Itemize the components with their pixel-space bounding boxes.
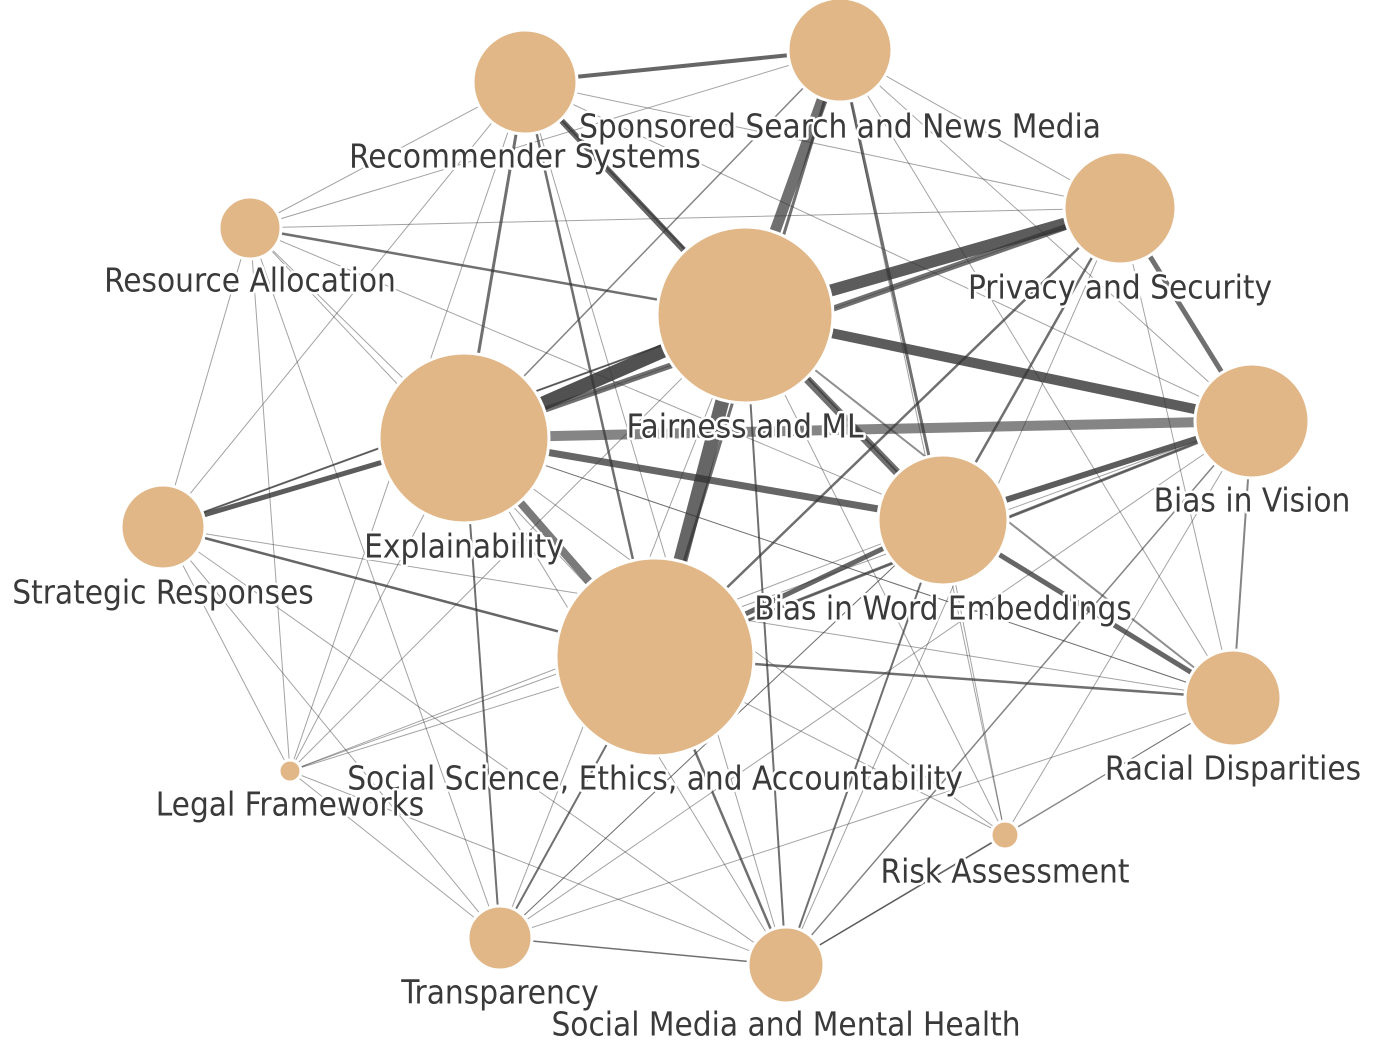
node-fairness [655, 225, 835, 405]
edge-racial-privacy [1119, 207, 1234, 699]
node-socialmedia [746, 925, 826, 1005]
node-circle-explain [377, 351, 551, 525]
edge-legal-socialmedia [289, 770, 787, 966]
node-circle-legal [277, 758, 303, 784]
node-legal [277, 758, 303, 784]
node-explain [377, 351, 551, 525]
node-circle-social [554, 556, 756, 758]
node-label-wordemb: Bias in Word Embeddings [754, 589, 1132, 628]
node-privacy [1062, 150, 1178, 266]
edge-transparency-racial [499, 697, 1234, 939]
edge-sponsored-resource [249, 49, 841, 229]
node-resource [217, 195, 283, 261]
node-circle-resource [217, 195, 283, 261]
edge-racial-explain [463, 437, 1234, 699]
node-circle-sponsored [786, 0, 894, 104]
node-label-privacy: Privacy and Security [968, 268, 1272, 307]
edge-sponsored-vision [839, 49, 1253, 422]
node-racial [1183, 648, 1283, 748]
node-circle-vision [1193, 362, 1311, 480]
node-label-risk: Risk Assessment [880, 852, 1129, 891]
edge-recommender-socialmedia [524, 81, 787, 966]
edge-sponsored-wordemb [838, 48, 945, 522]
node-label-vision: Bias in Vision [1154, 481, 1351, 520]
edge-transparency-vision [499, 420, 1253, 939]
edge-recommender-privacy [524, 81, 1121, 209]
edge-legal-vision [289, 420, 1253, 772]
node-label-sponsored: Sponsored Search and News Media [579, 107, 1101, 146]
edge-racial-sponsored [839, 49, 1234, 699]
node-label-resource: Resource Allocation [104, 261, 396, 300]
node-label-legal: Legal Frameworks [156, 785, 425, 824]
node-label-recommender: Recommender Systems [349, 137, 701, 176]
edge-privacy-socialmedia [785, 207, 1121, 966]
node-label-fairness: Fairness and ML [626, 407, 863, 446]
edge-fairness-socialmedia [744, 314, 787, 966]
node-label-socialmedia: Social Media and Mental Health [551, 1005, 1020, 1044]
edge-resource-legal [249, 227, 291, 772]
edge-vision-socialmedia [785, 420, 1253, 966]
node-circle-recommender [471, 28, 579, 136]
edge-strategic-transparency [162, 526, 501, 939]
node-wordemb [876, 453, 1010, 587]
node-strategic [119, 483, 207, 571]
edge-privacy-resource [249, 207, 1121, 229]
node-label-explain: Explainability [364, 527, 564, 566]
edge-explain-racial [463, 437, 1234, 699]
edge-risk-vision [1004, 420, 1253, 836]
node-label-social: Social Science, Ethics, and Accountabili… [347, 759, 963, 798]
edge-strategic-legal [162, 526, 291, 772]
node-circle-privacy [1062, 150, 1178, 266]
edge-legal-fairness [289, 314, 746, 772]
node-circle-strategic [119, 483, 207, 571]
node-circle-socialmedia [746, 925, 826, 1005]
node-label-transparency: Transparency [400, 973, 598, 1012]
nodes-layer [119, 0, 1311, 1005]
edge-privacy-social [653, 206, 1122, 659]
edge-resource-transparency [249, 227, 501, 939]
node-label-strategic: Strategic Responses [12, 573, 314, 612]
edge-socialmedia-transparency [499, 937, 787, 966]
edge-recommender-vision [524, 81, 1253, 422]
edge-resource-strategic [162, 227, 251, 528]
edge-risk-sponsored [839, 49, 1006, 836]
node-risk [989, 819, 1021, 851]
edge-strategic-socialmedia [162, 526, 787, 966]
node-social [554, 556, 756, 758]
node-circle-racial [1183, 648, 1283, 748]
node-circle-wordemb [876, 453, 1010, 587]
node-recommender [471, 28, 579, 136]
edge-sponsored-explain [463, 49, 841, 439]
edge-socialmedia-risk [785, 834, 1006, 966]
node-circle-transparency [466, 904, 534, 972]
edge-legal-transparency [289, 770, 501, 939]
edge-risk-fairness [744, 314, 1006, 836]
node-transparency [466, 904, 534, 972]
labels-layer: Fairness and ML Social Science, Ethics, a… [10, 104, 1364, 1046]
node-sponsored [786, 0, 894, 104]
node-circle-risk [989, 819, 1021, 851]
edge-recommender-strategic [162, 81, 526, 528]
node-circle-fairness [655, 225, 835, 405]
node-vision [1193, 362, 1311, 480]
node-label-racial: Racial Disparities [1105, 749, 1361, 788]
edge-resource-wordemb [249, 227, 944, 521]
edge-wordemb-socialmedia [785, 519, 944, 966]
